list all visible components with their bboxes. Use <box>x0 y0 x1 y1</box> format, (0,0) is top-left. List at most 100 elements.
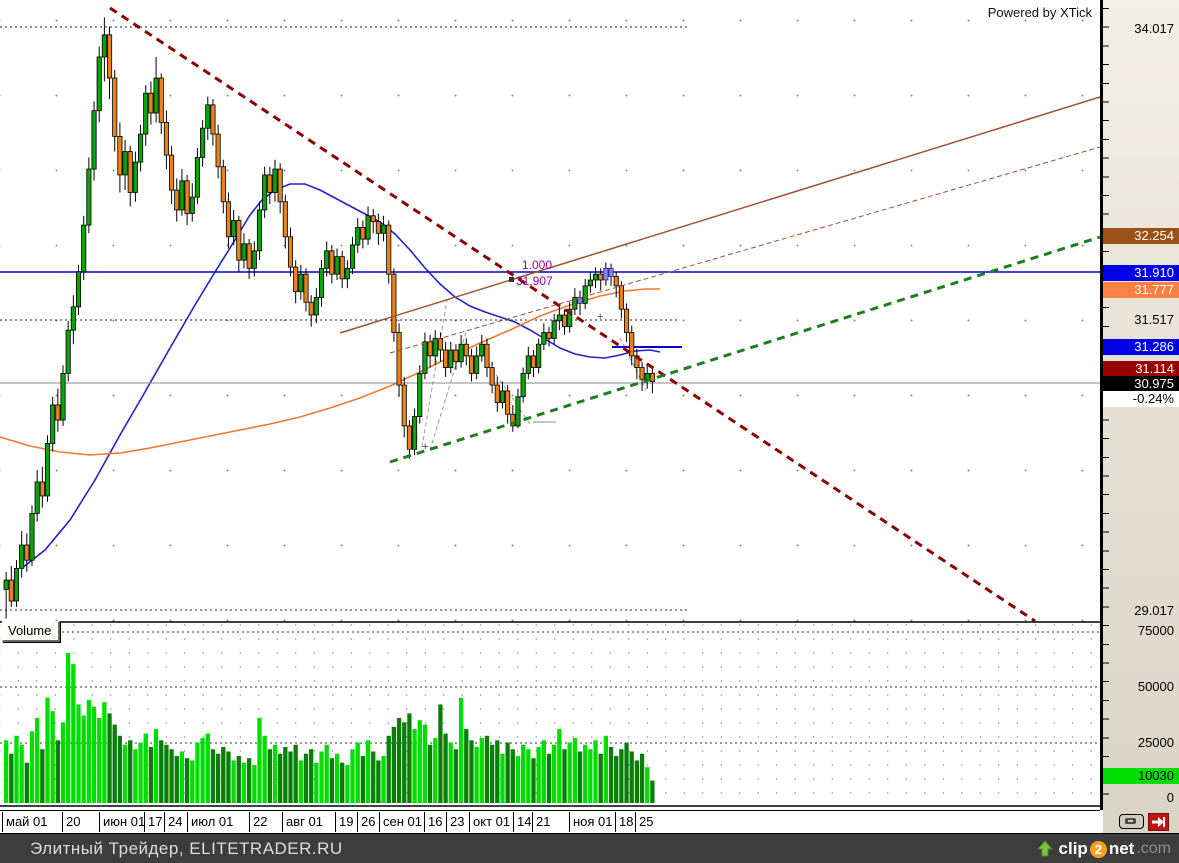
candle-body <box>194 157 200 198</box>
candle-body <box>468 355 474 374</box>
volume-bar <box>324 744 329 803</box>
price-axis[interactable]: 34.017 32.254 31.910 31.777 31.517 31.286 31.1… <box>1103 0 1179 833</box>
candle-body <box>163 121 169 156</box>
price-axis-label: 29.017 <box>1134 603 1174 618</box>
volume-bar <box>515 755 521 803</box>
resistance-trendline-red <box>109 6 1036 623</box>
candle-body <box>525 355 531 374</box>
candle-body <box>401 384 407 427</box>
candle-body <box>220 166 226 203</box>
volume-bar <box>583 744 588 803</box>
candle-body <box>55 404 61 421</box>
candle-body <box>510 413 516 427</box>
volume-bar <box>169 749 174 803</box>
candle-body <box>13 567 20 602</box>
candle-body <box>334 256 340 275</box>
clip2net-text-clip: clip <box>1058 839 1088 858</box>
candle-body <box>86 168 92 226</box>
time-axis-label: июл 01 <box>187 812 233 832</box>
price-axis-label: 0 <box>1166 790 1174 805</box>
settings-icon[interactable] <box>1119 814 1144 829</box>
candle-body <box>479 343 485 357</box>
candle-body <box>184 180 190 214</box>
candle-body <box>474 355 480 374</box>
candle-body <box>96 56 102 112</box>
channel-lower-brown <box>389 146 1100 354</box>
price-axis-label: 32.254 <box>1103 228 1179 244</box>
volume-bar <box>391 726 397 803</box>
volume-bar <box>371 751 376 803</box>
volume-bar <box>159 740 164 803</box>
candle-body <box>572 297 578 310</box>
candle-body <box>603 267 609 281</box>
volume-bar <box>9 753 14 803</box>
candle-body <box>453 349 459 363</box>
fib-level-annotation: 1.000 <box>522 258 553 272</box>
time-axis-label: авг 01 <box>282 812 323 832</box>
candle-body <box>639 367 645 380</box>
volume-bar <box>293 744 298 803</box>
volume-bar <box>179 751 185 803</box>
volume-bar <box>484 735 490 803</box>
volume-bar <box>412 729 417 803</box>
candle-body <box>494 384 500 403</box>
price-axis-label: 31.517 <box>1134 312 1174 327</box>
candle-body <box>587 279 593 287</box>
volume-bar <box>396 717 402 803</box>
candle-body <box>246 243 252 269</box>
volume-bar <box>360 755 366 803</box>
price-pane[interactable] <box>0 0 1100 622</box>
volume-bar <box>464 729 469 803</box>
candle-body <box>225 201 232 238</box>
volume-bar <box>650 780 655 803</box>
candle-body <box>499 390 506 403</box>
volume-bar <box>14 735 19 803</box>
candle-body <box>360 227 366 240</box>
plus-marker: + <box>597 311 603 323</box>
time-axis-label: май 01 <box>2 812 48 832</box>
volume-bar <box>427 744 433 803</box>
candle-body <box>70 306 76 331</box>
candle-body <box>50 404 56 444</box>
price-axis-label: 10030 <box>1103 768 1179 784</box>
volume-bar <box>257 717 262 803</box>
volume-bar <box>350 749 355 803</box>
candle-body <box>530 355 537 368</box>
volume-bar <box>122 744 128 803</box>
chart-plot-area[interactable]: + + Powered by XTick Volume 1.000 31.907 <box>0 0 1103 810</box>
volume-bar <box>283 747 288 803</box>
chart-canvas[interactable]: ++ <box>0 0 1100 810</box>
volume-bar <box>112 724 117 803</box>
exit-icon[interactable] <box>1148 813 1169 831</box>
volume-bar <box>278 753 283 803</box>
time-axis[interactable]: май 01 20 июн 01 17 24 июл 01 22 авг 01 19 26 сен … <box>0 810 1100 834</box>
volume-bar <box>231 760 236 803</box>
zigzag-gray-1 <box>421 299 448 448</box>
candle-body <box>112 77 118 137</box>
volume-bar <box>619 749 624 803</box>
volume-bar <box>608 747 614 803</box>
volume-bar <box>298 760 303 803</box>
fib-drag-handle[interactable] <box>509 277 514 282</box>
clip2net-text-net: net <box>1108 839 1135 858</box>
clip2net-logo[interactable]: clip 2 net .com <box>1036 834 1171 863</box>
volume-bar <box>143 733 148 803</box>
candle-body <box>3 579 9 590</box>
candle-body <box>458 343 464 363</box>
support-trendline-green <box>389 235 1100 464</box>
candle-body <box>520 372 526 398</box>
volume-pane-label[interactable]: Volume <box>2 621 61 642</box>
candle-body <box>293 266 299 293</box>
volume-bar <box>215 753 221 803</box>
candle-body <box>649 372 655 382</box>
volume-bar <box>521 744 526 803</box>
candle-body <box>556 314 562 322</box>
volume-bar <box>557 729 562 803</box>
volume-bar <box>226 751 231 803</box>
candle-body <box>443 349 449 368</box>
volume-bar <box>91 706 97 803</box>
candle-body <box>618 285 624 310</box>
candle-body <box>75 271 82 308</box>
candle-body <box>567 308 573 328</box>
candle-body <box>287 236 294 268</box>
